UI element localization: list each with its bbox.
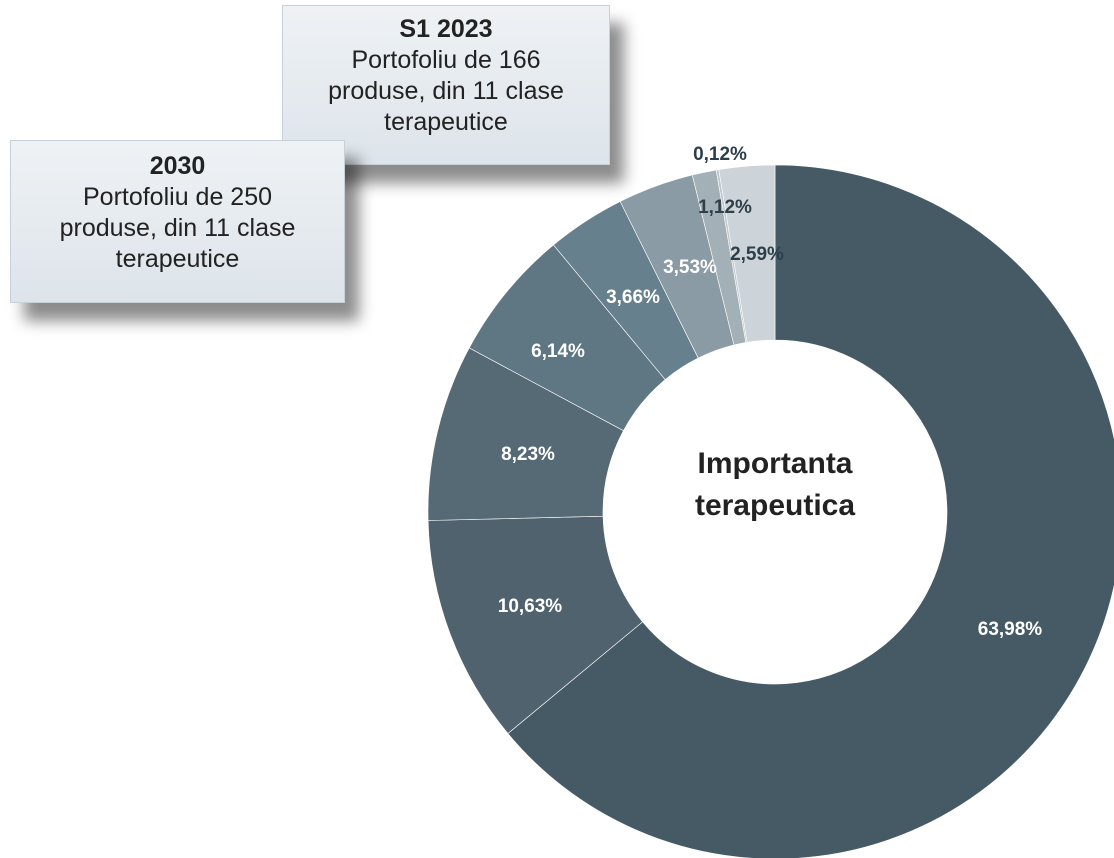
box-title: 2030 <box>149 152 206 180</box>
donut-segment <box>507 164 1114 858</box>
box-line: produse, din 11 clase <box>328 77 564 105</box>
box: 2030 Portofoliu de 250 produse, din 11 c… <box>10 140 345 303</box>
box-line: Portofoliu de 250 <box>82 183 273 211</box>
data-label: 3,66% <box>606 287 660 308</box>
box: S1 2023 Portofoliu de 166 produse, din 1… <box>282 5 610 165</box>
data-label: 6,14% <box>531 341 585 362</box>
data-label: 2,59% <box>730 244 784 265</box>
data-label: 0,12% <box>693 144 747 165</box>
data-label: 10,63% <box>498 596 563 617</box>
center-label: Importanta <box>697 447 852 480</box>
box-line: terapeutice <box>384 108 508 136</box>
box-line: produse, din 11 clase <box>59 214 296 242</box>
data-label: 3,53% <box>663 257 717 278</box>
box-title: S1 2023 <box>399 15 493 43</box>
data-label: 8,23% <box>501 444 555 465</box>
center-label: terapeutica <box>695 489 855 522</box>
box-line: Portofoliu de 166 <box>351 46 541 74</box>
data-label: 1,12% <box>698 197 752 218</box>
donut-segment <box>718 164 776 343</box>
data-label: 63,98% <box>978 619 1043 640</box>
box-line: terapeutice <box>115 245 240 273</box>
